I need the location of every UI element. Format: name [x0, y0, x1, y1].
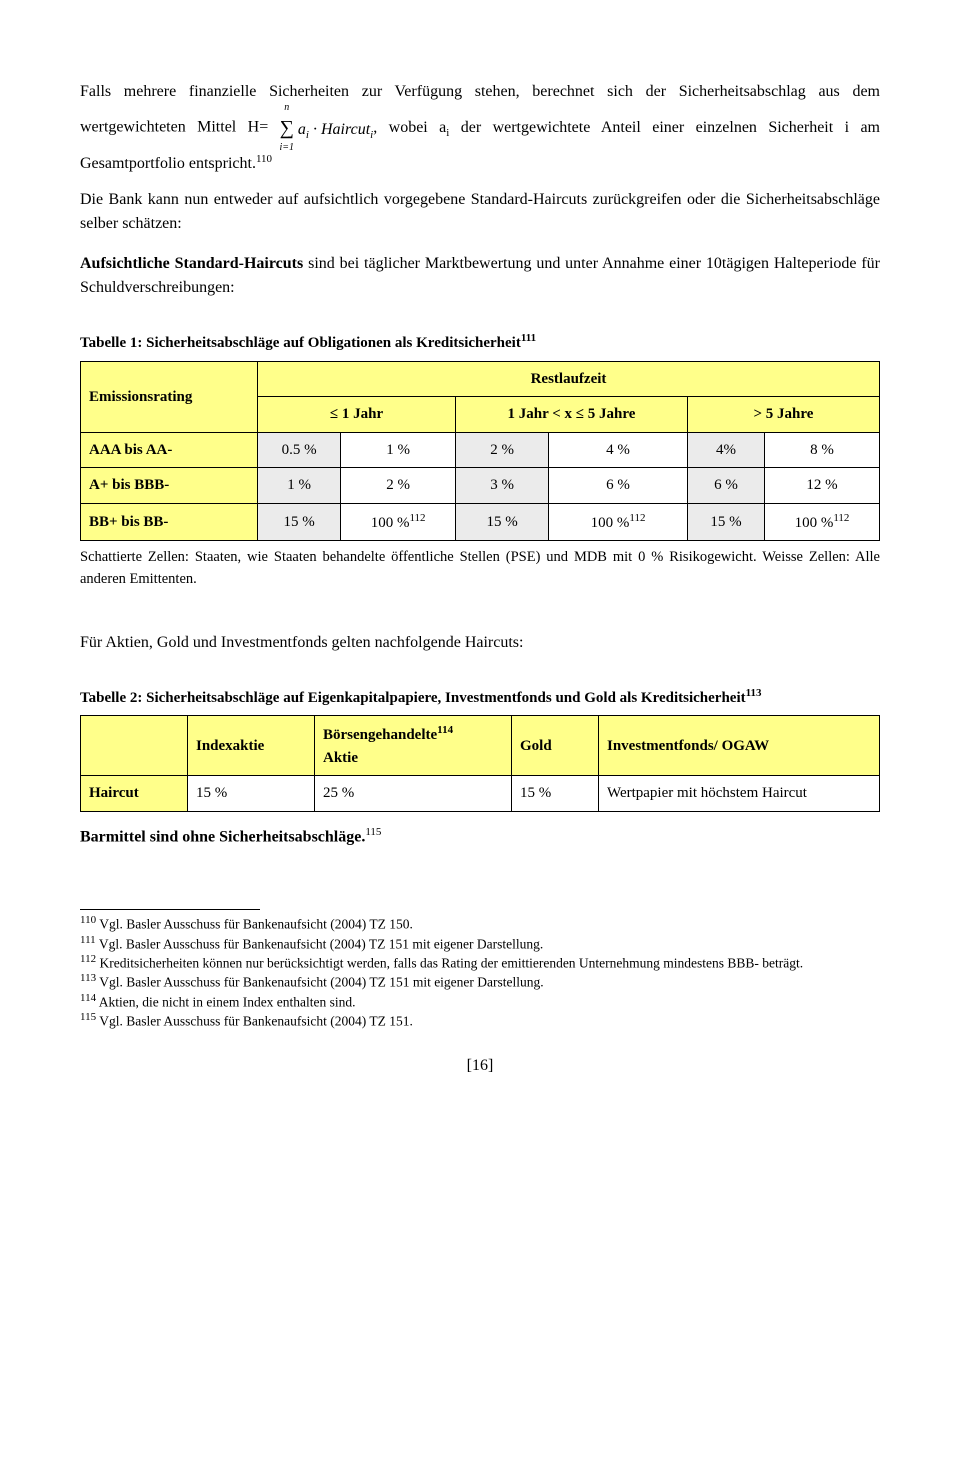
th-boersengehandelte: Börsengehandelte114 Aktie — [315, 716, 512, 776]
th-boerse-text2: Aktie — [323, 750, 358, 766]
th-gold: Gold — [512, 716, 599, 776]
paragraph-standard-haircuts: Aufsichtliche Standard-Haircuts sind bei… — [80, 252, 880, 300]
th-boerse-text1: Börsengehandelte — [323, 727, 437, 743]
barmittel-lead: Barmittel sind ohne Sicherheitsabschläge… — [80, 828, 365, 845]
footnote-113: 113 Vgl. Basler Ausschuss für Bankenaufs… — [80, 972, 880, 991]
footnote-separator — [80, 909, 260, 910]
footnote-114: 114 Aktien, die nicht in einem Index ent… — [80, 992, 880, 1011]
p3-lead: Aufsichtliche Standard-Haircuts — [80, 255, 303, 272]
table1-caption: Tabelle 1: Sicherheitsabschläge auf Obli… — [80, 330, 880, 355]
cell-value: 2 % — [341, 468, 456, 504]
fn-text: Kreditsicherheiten können nur berücksich… — [99, 955, 803, 970]
fn-text: Vgl. Basler Ausschuss für Bankenaufsicht… — [99, 936, 543, 951]
cell-val-text: 100 % — [371, 515, 410, 531]
cell-value: 6 % — [549, 468, 688, 504]
cell-value: 15 % — [687, 503, 764, 541]
cell-value: 25 % — [315, 776, 512, 812]
cell-value: 100 %112 — [341, 503, 456, 541]
cell-value: 3 % — [456, 468, 549, 504]
footnote-111: 111 Vgl. Basler Ausschuss für Bankenaufs… — [80, 934, 880, 953]
table1-haircuts-bonds: Emissionsrating Restlaufzeit ≤ 1 Jahr 1 … — [80, 361, 880, 542]
fn-ref-110: 110 — [256, 153, 272, 165]
cell-val-text: 100 % — [591, 515, 630, 531]
th-gt-5jahre: > 5 Jahre — [687, 397, 879, 433]
cell-value: 0.5 % — [258, 432, 341, 468]
cell-value: 8 % — [765, 432, 880, 468]
footnote-115: 115 Vgl. Basler Ausschuss für Bankenaufs… — [80, 1011, 880, 1030]
footnote-110: 110 Vgl. Basler Ausschuss für Bankenaufs… — [80, 914, 880, 933]
th-indexaktie: Indexaktie — [188, 716, 315, 776]
table1-note: Schattierte Zellen: Staaten, wie Staaten… — [80, 547, 880, 591]
cell-val-text: 100 % — [795, 515, 834, 531]
th-1-5jahre: 1 Jahr < x ≤ 5 Jahre — [456, 397, 688, 433]
cell-value: 1 % — [258, 468, 341, 504]
fn-ref-112: 112 — [409, 512, 425, 524]
cell-rating: BB+ bis BB- — [81, 503, 258, 541]
cell-value: 15 % — [258, 503, 341, 541]
sigma-lower: i=1 — [280, 138, 295, 158]
fn-text: Vgl. Basler Ausschuss für Bankenaufsicht… — [99, 1014, 413, 1029]
cell-value: 12 % — [765, 468, 880, 504]
table-row: Haircut 15 % 25 % 15 % Wertpapier mit hö… — [81, 776, 880, 812]
paragraph-between-tables: Für Aktien, Gold und Investmentfonds gel… — [80, 631, 880, 655]
formula-term: ai · Haircuti — [298, 121, 373, 138]
table-row: A+ bis BBB- 1 % 2 % 3 % 6 % 6 % 12 % — [81, 468, 880, 504]
table2-haircuts-equity-gold: Indexaktie Börsengehandelte114 Aktie Gol… — [80, 715, 880, 812]
table-row: AAA bis AA- 0.5 % 1 % 2 % 4 % 4% 8 % — [81, 432, 880, 468]
fn-ref-113: 113 — [746, 687, 762, 699]
footnote-112: 112 Kreditsicherheiten können nur berück… — [80, 953, 880, 972]
cell-value: 4 % — [549, 432, 688, 468]
th-le-1jahr: ≤ 1 Jahr — [258, 397, 456, 433]
table-row: BB+ bis BB- 15 % 100 %112 15 % 100 %112 … — [81, 503, 880, 541]
cell-value: Wertpapier mit höchstem Haircut — [599, 776, 880, 812]
cell-haircut-label: Haircut — [81, 776, 188, 812]
cell-value: 15 % — [188, 776, 315, 812]
th-investmentfonds: Investmentfonds/ OGAW — [599, 716, 880, 776]
page-number: [16] — [80, 1054, 880, 1078]
sigma-icon: ∑ n i=1 — [280, 108, 294, 148]
th-emissionsrating: Emissionsrating — [81, 361, 258, 432]
cell-rating: AAA bis AA- — [81, 432, 258, 468]
cell-value: 4% — [687, 432, 764, 468]
table2-caption-text: Tabelle 2: Sicherheitsabschläge auf Eige… — [80, 690, 746, 706]
sigma-upper: n — [284, 98, 289, 118]
fn-text: Aktien, die nicht in einem Index enthalt… — [99, 994, 356, 1009]
paragraph-options: Die Bank kann nun entweder auf aufsichtl… — [80, 188, 880, 236]
cell-value: 15 % — [456, 503, 549, 541]
cell-value: 2 % — [456, 432, 549, 468]
cell-value: 100 %112 — [765, 503, 880, 541]
cell-value: 100 %112 — [549, 503, 688, 541]
fn-text: Vgl. Basler Ausschuss für Bankenaufsicht… — [99, 917, 413, 932]
paragraph-barmittel: Barmittel sind ohne Sicherheitsabschläge… — [80, 824, 880, 849]
cell-rating: A+ bis BBB- — [81, 468, 258, 504]
th-restlaufzeit: Restlaufzeit — [258, 361, 880, 397]
fn-ref-111: 111 — [521, 332, 536, 344]
fn-text: Vgl. Basler Ausschuss für Bankenaufsicht… — [99, 975, 543, 990]
cell-value: 15 % — [512, 776, 599, 812]
fn-ref-114: 114 — [437, 724, 453, 736]
paragraph-haircut-formula: Falls mehrere finanzielle Sicherheiten z… — [80, 76, 880, 180]
fn-ref-112: 112 — [833, 512, 849, 524]
cell-value: 1 % — [341, 432, 456, 468]
table2-caption: Tabelle 2: Sicherheitsabschläge auf Eige… — [80, 685, 880, 710]
fn-ref-115: 115 — [365, 826, 381, 838]
table1-caption-text: Tabelle 1: Sicherheitsabschläge auf Obli… — [80, 335, 521, 351]
cell-value: 6 % — [687, 468, 764, 504]
th-blank — [81, 716, 188, 776]
sum-formula: ∑ n i=1 ai · Haircuti — [280, 108, 374, 148]
fn-ref-112: 112 — [629, 512, 645, 524]
